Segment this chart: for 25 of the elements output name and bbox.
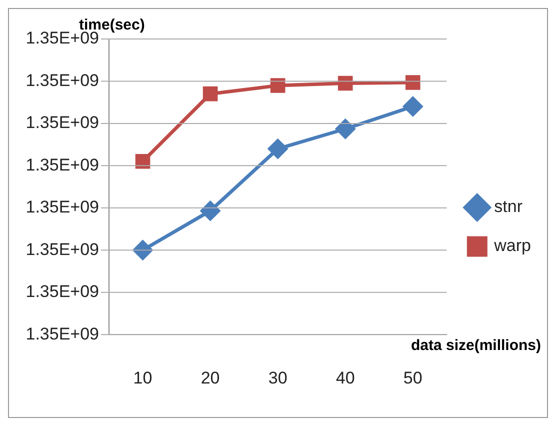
x-tick-label: 50: [403, 368, 422, 388]
point: [202, 86, 218, 102]
x-tick-label: 20: [200, 368, 220, 388]
text: 1.35E+09: [26, 282, 99, 302]
point: [270, 78, 286, 93]
text: 1.35E+09: [26, 198, 99, 217]
point: [133, 240, 153, 260]
text: 1.35E+09: [26, 324, 99, 344]
legend-label: warp: [493, 236, 532, 256]
point: [405, 75, 420, 90]
point: [403, 96, 423, 116]
legend-label: stnr: [494, 197, 523, 216]
text: 1.35E+09: [26, 70, 99, 90]
x-tick-label: 30: [268, 368, 288, 388]
point: [135, 154, 150, 169]
x-axis-title: data size(millions): [410, 337, 541, 354]
text: 1.35E+09: [26, 155, 99, 174]
text: 1.35E+09: [26, 113, 99, 132]
x-tick-label: 40: [336, 368, 355, 388]
point: [200, 201, 220, 221]
x-tick-label: 10: [133, 368, 152, 388]
point: [338, 76, 353, 91]
point: [336, 119, 356, 139]
text: 1.35E+09: [26, 240, 99, 259]
point: [268, 139, 288, 159]
